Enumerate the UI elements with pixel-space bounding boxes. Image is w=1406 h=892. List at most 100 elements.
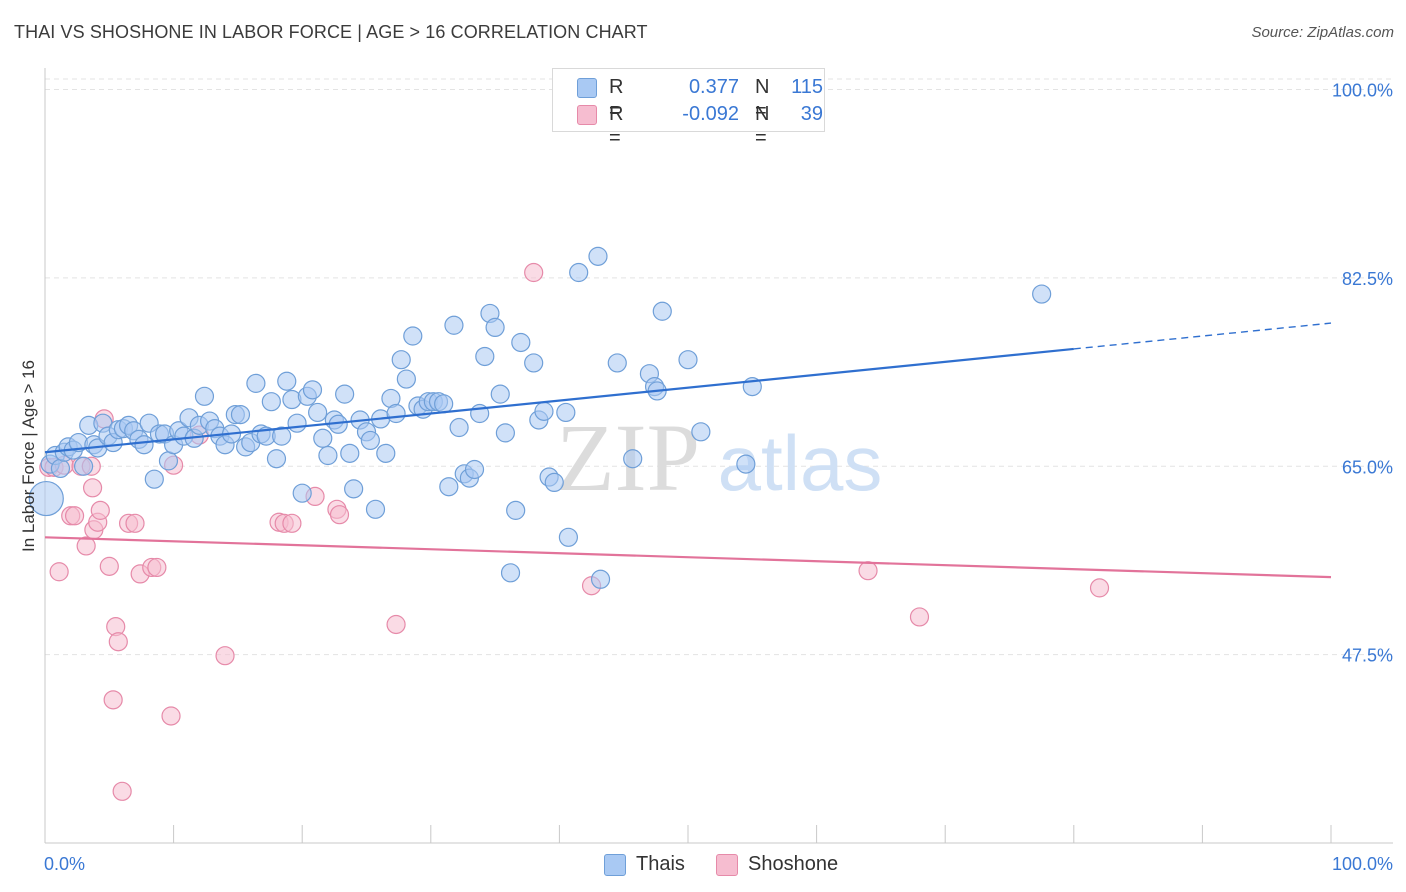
thais-point <box>376 443 396 463</box>
y-tick-label: 100.0% <box>1332 81 1393 101</box>
shoshone-point <box>103 690 123 710</box>
thais-point <box>691 422 711 442</box>
thais-point <box>500 563 521 583</box>
shoshone-point <box>909 607 930 627</box>
thais-point <box>495 423 515 443</box>
legend-r-label: R = <box>609 103 624 149</box>
thais-point <box>678 350 698 370</box>
thais-point <box>652 301 672 321</box>
legend-r-label: R = <box>609 76 624 122</box>
source-label: Source: ZipAtlas.com <box>1251 24 1394 41</box>
series-swatch-thais <box>604 854 626 876</box>
shoshone-point <box>76 536 96 556</box>
thais-point <box>144 469 164 489</box>
thais-point <box>386 403 406 424</box>
thais-point <box>335 384 355 404</box>
thais-trend-extension <box>1073 322 1332 350</box>
shoshone-trend-line <box>44 536 1332 579</box>
thais-point <box>318 445 338 466</box>
shoshone-point <box>282 513 302 533</box>
shoshone-point <box>90 500 110 520</box>
thais-point <box>464 459 485 480</box>
thais-point <box>506 500 526 520</box>
thais-point <box>277 371 297 391</box>
legend-r-value: -0.092 <box>682 103 739 125</box>
thais-trend-line <box>44 347 1074 454</box>
thais-point <box>623 449 643 469</box>
legend-swatch-shoshone <box>577 105 597 125</box>
gridlines <box>45 78 1393 656</box>
shoshone-point <box>215 646 235 666</box>
thais-point <box>556 402 576 423</box>
thais-point <box>313 428 333 448</box>
x-tick-label: 0.0% <box>44 854 85 874</box>
legend-swatch-thais <box>577 78 597 98</box>
thais-point <box>569 262 589 283</box>
watermark: ZIP atlas <box>556 404 882 511</box>
thais-point <box>158 451 179 471</box>
shoshone-point <box>64 506 85 526</box>
thais-point <box>261 392 281 412</box>
thais-point <box>485 317 505 338</box>
shoshone-point <box>112 781 132 801</box>
shoshone-point <box>524 262 544 283</box>
thais-point <box>558 527 579 547</box>
correlation-legend: R = 0.377 N = 115 R = -0.092 N = 39 <box>552 68 825 149</box>
shoshone-point <box>147 557 167 578</box>
thais-point <box>134 435 154 455</box>
y-tick-label: 65.0% <box>1342 457 1393 477</box>
thais-point <box>344 479 364 499</box>
trend-lines <box>44 322 1332 579</box>
legend-n-label: N = <box>755 76 770 122</box>
y-tick-label: 82.5% <box>1342 269 1393 289</box>
data-points <box>28 246 1110 801</box>
thais-point <box>287 413 307 433</box>
series-label-shoshone: Shoshone <box>748 853 839 875</box>
thais-point <box>360 430 380 451</box>
thais-point <box>391 350 411 370</box>
thais-point <box>524 353 544 373</box>
shoshone-point <box>49 562 69 582</box>
shoshone-point <box>108 632 128 652</box>
legend-n-value: 115 <box>791 76 823 98</box>
y-axis-label: In Labor Force | Age > 16 <box>19 360 38 552</box>
thais-point <box>282 389 302 410</box>
thais-point <box>434 394 454 414</box>
thais-point <box>588 246 608 266</box>
thais-point <box>449 417 469 438</box>
thais-point <box>266 449 287 469</box>
thais-point <box>308 402 328 423</box>
shoshone-point <box>99 556 119 576</box>
chart-title: THAI VS SHOSHONE IN LABOR FORCE | AGE > … <box>14 22 648 42</box>
thais-point <box>511 332 531 353</box>
thais-point <box>292 483 312 503</box>
thais-point <box>302 380 323 400</box>
series-swatch-shoshone <box>716 854 738 876</box>
legend-n-value: 39 <box>800 103 823 125</box>
thais-point <box>439 477 459 497</box>
shoshone-point <box>858 561 878 581</box>
thais-point <box>272 426 292 446</box>
shoshone-point <box>386 614 406 635</box>
legend-n-label: N = <box>755 103 770 149</box>
thais-point <box>607 353 627 373</box>
thais-point <box>73 456 94 476</box>
thais-point <box>444 315 464 335</box>
thais-point <box>28 480 64 517</box>
shoshone-point <box>329 505 350 525</box>
tick-labels: 47.5% 65.0% 82.5% 100.0% 0.0% 100.0% <box>44 81 1393 874</box>
shoshone-point <box>161 706 181 726</box>
thais-point <box>365 499 386 519</box>
thais-point <box>194 386 215 406</box>
shoshone-point <box>1089 578 1110 598</box>
thais-point <box>1032 284 1052 304</box>
shoshone-point <box>82 478 103 498</box>
thais-point <box>534 401 554 421</box>
thais-point <box>590 569 611 589</box>
thais-point <box>396 369 416 389</box>
thais-point <box>50 458 71 479</box>
thais-point <box>736 454 756 474</box>
series-label-thais: Thais <box>636 853 685 875</box>
thais-point <box>340 443 360 463</box>
